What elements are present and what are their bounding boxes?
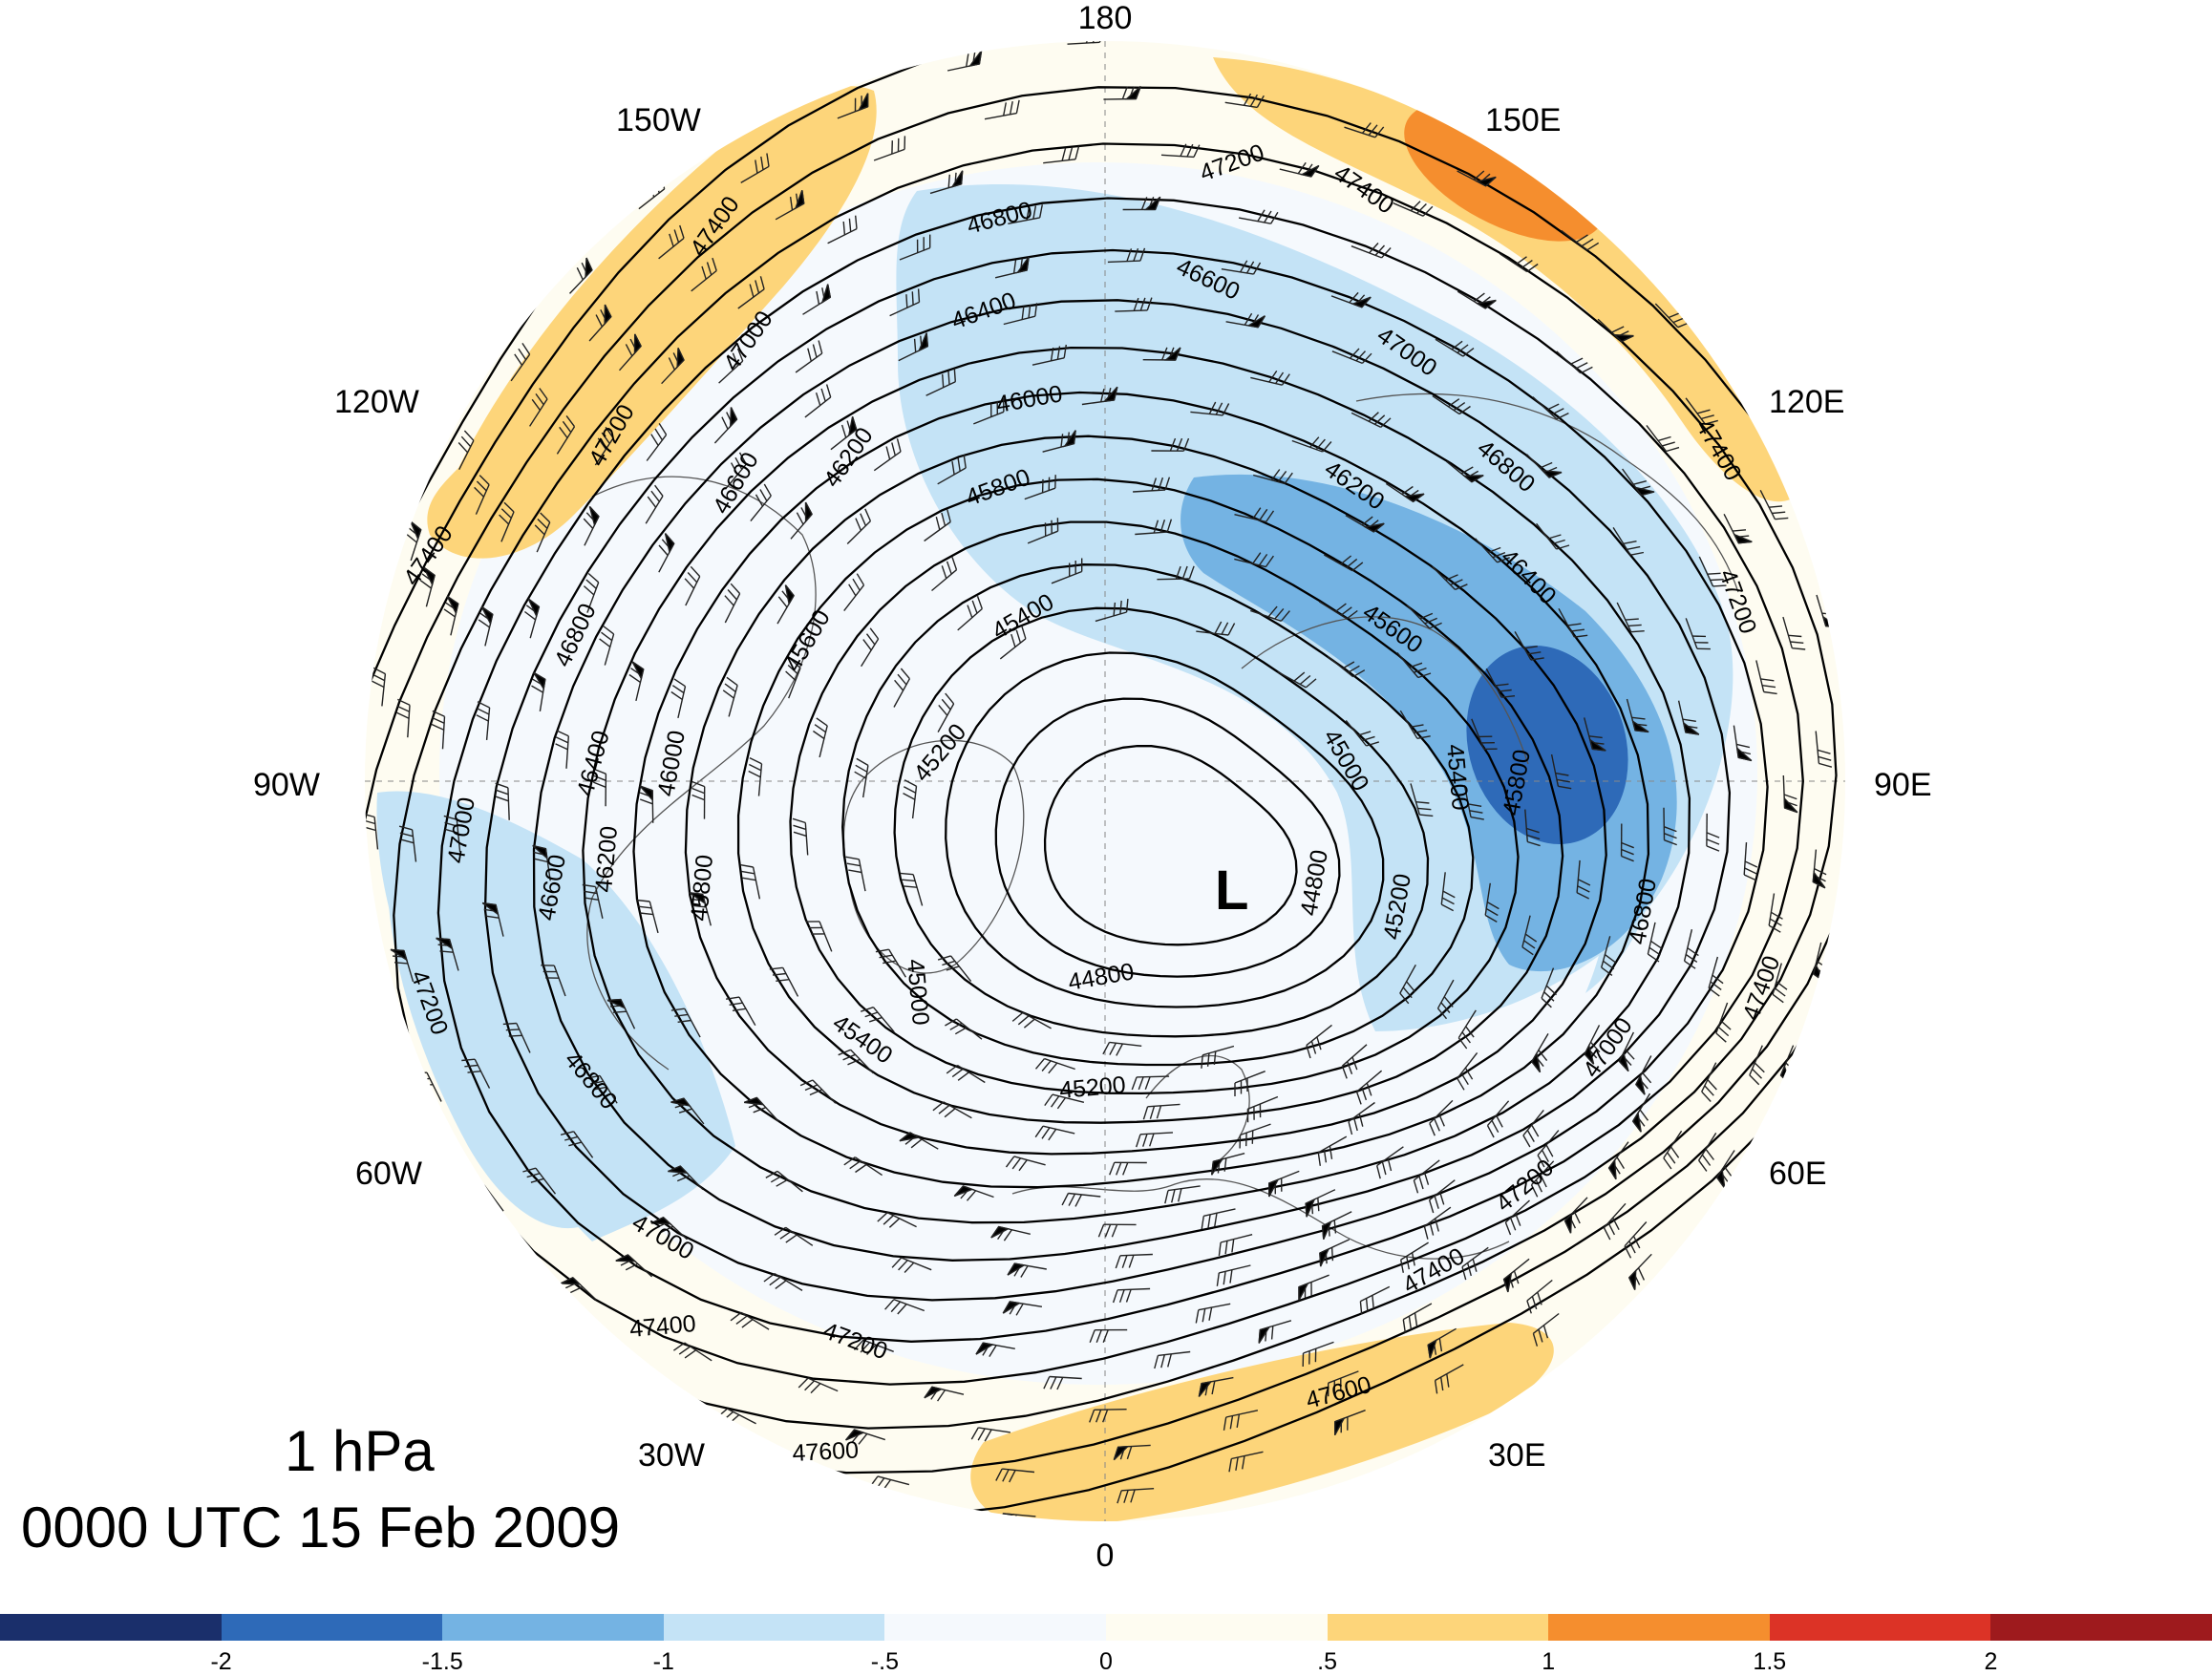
lon-label-30w: 30W	[638, 1437, 705, 1474]
wind-barb	[1801, 340, 1832, 367]
wind-barb	[347, 937, 369, 969]
wind-barb	[1726, 309, 1759, 334]
wind-barb	[1863, 440, 1890, 470]
wind-barb	[1849, 828, 1862, 866]
colorbar-tick-label: 0	[1099, 1648, 1113, 1676]
contour-label: 47600	[792, 1436, 860, 1467]
colorbar-tick-label: -2	[210, 1648, 231, 1676]
colorbar-tick-label: 1	[1542, 1648, 1555, 1676]
wind-barb	[333, 778, 348, 815]
wind-barb	[1726, 247, 1760, 271]
wind-barb	[1936, 664, 1953, 699]
wind-barb	[594, 1360, 631, 1379]
wind-barb	[932, 0, 966, 13]
wind-barb	[310, 1025, 335, 1055]
lon-label-120w: 120W	[334, 384, 419, 420]
lon-label-90w: 90W	[253, 767, 320, 803]
colorbar-swatch	[1328, 1614, 1549, 1641]
colorbar-swatch	[1106, 1614, 1328, 1641]
colorbar-tick-label: .5	[1317, 1648, 1337, 1676]
wind-barb	[392, 1319, 426, 1343]
wind-barb	[1913, 734, 1927, 771]
wind-barb	[1878, 828, 1891, 866]
wind-barb	[1541, 156, 1579, 174]
colorbar-swatch	[222, 1614, 443, 1641]
wind-barb	[1720, 1183, 1739, 1221]
wind-barb	[1637, 164, 1674, 185]
colorbar-tick-label: -.5	[871, 1648, 899, 1676]
wind-barb	[268, 962, 291, 994]
wind-barb	[357, 618, 371, 657]
colorbar-swatch	[1548, 1614, 1770, 1641]
valid-time-title: 0000 UTC 15 Feb 2009	[21, 1495, 620, 1560]
wind-barb	[1314, 53, 1353, 68]
colorbar-swatch	[664, 1614, 885, 1641]
lon-label-150w: 150W	[616, 102, 701, 138]
wind-barb	[309, 899, 330, 932]
wind-barb	[1432, 97, 1471, 113]
wind-barb	[1897, 618, 1917, 651]
wind-barb	[1915, 894, 1928, 933]
wind-barb	[738, 1510, 777, 1525]
wind-barb	[279, 1088, 306, 1117]
wind-barb	[722, 101, 751, 131]
wind-barb	[1861, 963, 1875, 1002]
lon-label-150e: 150E	[1485, 102, 1561, 138]
wind-barb	[1858, 506, 1882, 537]
pressure-level-title: 1 hPa	[285, 1418, 435, 1484]
lon-label-180: 180	[1078, 0, 1133, 36]
wind-barb	[282, 838, 299, 874]
colorbar-swatch	[1770, 1614, 1991, 1641]
wind-barb	[1882, 711, 1898, 747]
colorbar	[0, 1614, 2212, 1641]
wind-barb	[820, 39, 851, 64]
colorbar-tick-label: 1.5	[1753, 1648, 1786, 1676]
wind-barb	[870, 1522, 909, 1537]
polar-stereographic-map: 44800 44800 45000 45000 45200 45200 4520…	[0, 0, 2212, 1614]
lon-label-0: 0	[1096, 1538, 1115, 1574]
colorbar-tick-label: -1	[653, 1648, 674, 1676]
colorbar-swatch	[884, 1614, 1106, 1641]
wind-barb	[1426, 34, 1465, 49]
lon-label-30e: 30E	[1488, 1437, 1546, 1474]
wind-barb	[1842, 943, 1857, 982]
wind-barb	[488, 1282, 522, 1305]
colorbar-swatch	[442, 1614, 664, 1641]
wind-barb	[405, 1261, 438, 1285]
wind-barb	[1797, 1064, 1813, 1103]
wind-barb	[1868, 1002, 1882, 1041]
wind-barb	[608, 1473, 647, 1489]
wind-barb	[1639, 226, 1675, 248]
wind-barb	[1801, 1099, 1817, 1138]
colorbar-swatch	[0, 1614, 222, 1641]
colorbar-tick-label: 2	[1984, 1648, 1997, 1676]
lon-label-120e: 120E	[1769, 384, 1844, 420]
wind-barb	[1909, 549, 1932, 582]
wind-barb	[1939, 779, 1951, 817]
lon-label-90e: 90E	[1874, 767, 1932, 803]
wind-barb	[1806, 487, 1833, 517]
wind-barb	[498, 1354, 534, 1376]
wind-barb	[1856, 595, 1878, 627]
wind-barb	[361, 1062, 388, 1092]
wind-barb	[1306, 0, 1345, 6]
wind-barb	[997, 1514, 1035, 1527]
wind-barb	[1848, 710, 1864, 745]
wind-barb	[1191, 31, 1229, 44]
wind-barb	[739, 1463, 778, 1478]
lon-label-60w: 60W	[355, 1156, 422, 1192]
lon-label-60e: 60E	[1769, 1156, 1827, 1192]
colorbar-tick-label: -1.5	[422, 1648, 463, 1676]
wind-barb	[1901, 851, 1914, 889]
wind-barb	[321, 1209, 351, 1236]
colorbar-swatch	[1990, 1614, 2212, 1641]
wind-barb	[315, 723, 328, 760]
wind-barb	[490, 1409, 527, 1430]
low-pressure-marker: L	[1215, 859, 1248, 922]
